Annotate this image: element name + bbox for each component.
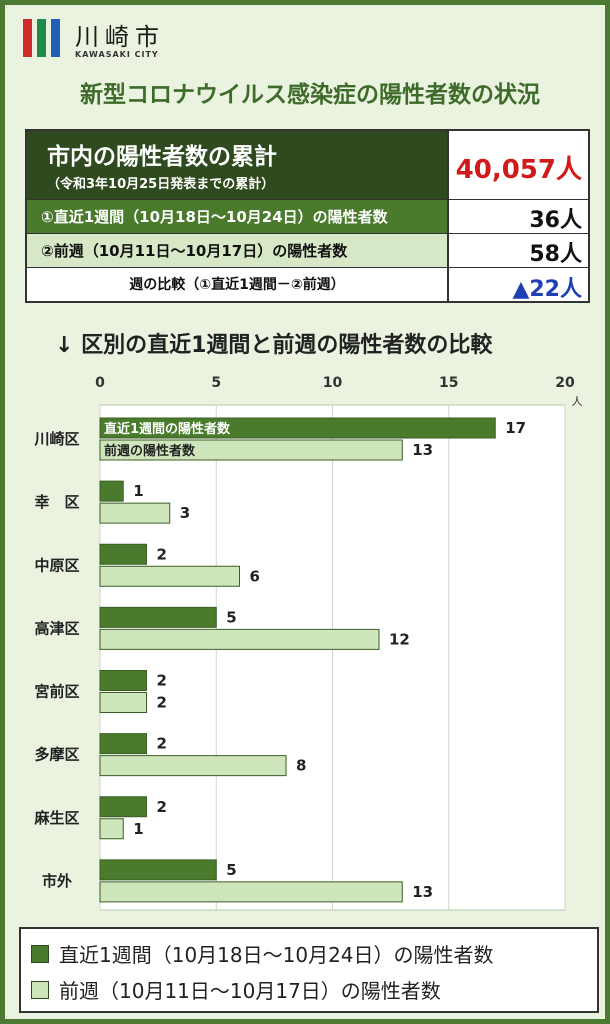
row-label: ②前週（10月11日～10月17日）の陽性者数 bbox=[41, 242, 348, 260]
category-label: 川崎区 bbox=[33, 430, 79, 448]
data-label: 2 bbox=[157, 798, 167, 816]
bar bbox=[99, 881, 403, 903]
x-axis-unit: 人 bbox=[572, 395, 583, 408]
bar bbox=[99, 480, 124, 502]
data-label: 1 bbox=[133, 482, 143, 500]
summary-table: 市内の陽性者数の累計 （令和3年10月25日発表までの累計） ①直近1週間（10… bbox=[25, 129, 590, 303]
data-label: 5 bbox=[226, 861, 236, 879]
bar bbox=[99, 755, 287, 777]
logo-name: 川崎市 bbox=[75, 23, 165, 51]
total-count: 40,057人 bbox=[455, 155, 582, 185]
previous-count: 58人 bbox=[529, 242, 582, 267]
x-tick-label: 0 bbox=[95, 375, 105, 391]
data-label: 2 bbox=[157, 545, 167, 563]
data-label: 1 bbox=[133, 820, 143, 838]
bar bbox=[99, 692, 147, 713]
category-label: 麻生区 bbox=[33, 809, 79, 827]
x-tick-label: 10 bbox=[323, 375, 343, 391]
category-label: 幸 区 bbox=[34, 493, 79, 511]
bar bbox=[99, 818, 124, 840]
logo-subtitle: KAWASAKI CITY bbox=[75, 50, 159, 59]
chart-legend: 直近1週間（10月18日～10月24日）の陽性者数 前週（10月11日～10月1… bbox=[19, 927, 599, 1013]
data-label: 8 bbox=[296, 757, 306, 775]
data-label: 13 bbox=[412, 883, 433, 901]
logo-mark-icon bbox=[23, 19, 67, 57]
legend-label: 直近1週間（10月18日～10月24日）の陽性者数 bbox=[59, 943, 494, 967]
summary-row-comparison: 週の比較（①直近1週間－②前週） bbox=[27, 267, 447, 301]
summary-header: 市内の陽性者数の累計 （令和3年10月25日発表までの累計） bbox=[27, 131, 447, 199]
bar bbox=[99, 417, 496, 439]
x-tick-label: 20 bbox=[555, 375, 575, 391]
x-tick-label: 5 bbox=[211, 375, 221, 391]
data-label: 2 bbox=[157, 694, 167, 712]
category-label: 高津区 bbox=[34, 619, 79, 637]
summary-row-recent: ①直近1週間（10月18日～10月24日）の陽性者数 bbox=[27, 199, 447, 233]
summary-subheading: （令和3年10月25日発表までの累計） bbox=[47, 177, 275, 192]
data-label: 17 bbox=[505, 419, 526, 437]
bar bbox=[99, 859, 217, 881]
city-logo: 川崎市 KAWASAKI CITY bbox=[23, 17, 203, 63]
bar bbox=[99, 670, 147, 691]
category-label: 宮前区 bbox=[34, 683, 79, 701]
chart-title: ↓ 区別の直近1週間と前週の陽性者数の比較 bbox=[55, 333, 493, 358]
row-label: ①直近1週間（10月18日～10月24日）の陽性者数 bbox=[41, 208, 388, 226]
data-label: 2 bbox=[157, 672, 167, 690]
series-label: 前週の陽性者数 bbox=[104, 443, 196, 459]
bar bbox=[99, 543, 147, 565]
recent-count: 36人 bbox=[529, 208, 582, 233]
bar bbox=[99, 565, 240, 587]
category-label: 中原区 bbox=[34, 556, 79, 574]
bar bbox=[99, 628, 380, 650]
data-label: 5 bbox=[226, 608, 236, 626]
data-label: 3 bbox=[180, 504, 190, 522]
data-label: 6 bbox=[250, 567, 260, 585]
data-label: 13 bbox=[412, 441, 433, 459]
bar bbox=[99, 606, 217, 628]
bar bbox=[99, 733, 147, 755]
legend-swatch bbox=[31, 981, 49, 999]
summary-row-previous: ②前週（10月11日～10月17日）の陽性者数 bbox=[27, 233, 447, 267]
x-tick-label: 15 bbox=[439, 375, 458, 391]
category-label: 多摩区 bbox=[34, 746, 79, 764]
legend-swatch bbox=[31, 945, 49, 963]
comparison-count: ▲22人 bbox=[512, 277, 582, 302]
summary-heading: 市内の陽性者数の累計 bbox=[47, 144, 277, 170]
legend-label: 前週（10月11日～10月17日）の陽性者数 bbox=[59, 979, 441, 1003]
data-label: 12 bbox=[389, 630, 410, 648]
series-label: 直近1週間の陽性者数 bbox=[104, 421, 231, 437]
row-label: 週の比較（①直近1週間－②前週） bbox=[129, 277, 345, 293]
bar-chart: 0 5 10 15 20 人川崎区 17 直近1週間の陽性者数 13 前週の陽性者数幸 区 1 3 中原… bbox=[5, 365, 610, 920]
category-label: 市外 bbox=[42, 872, 72, 890]
bar bbox=[99, 439, 403, 461]
page-title: 新型コロナウイルス感染症の陽性者数の状況 bbox=[80, 82, 540, 108]
data-label: 2 bbox=[157, 735, 167, 753]
bar bbox=[99, 796, 147, 818]
bar bbox=[99, 502, 171, 524]
